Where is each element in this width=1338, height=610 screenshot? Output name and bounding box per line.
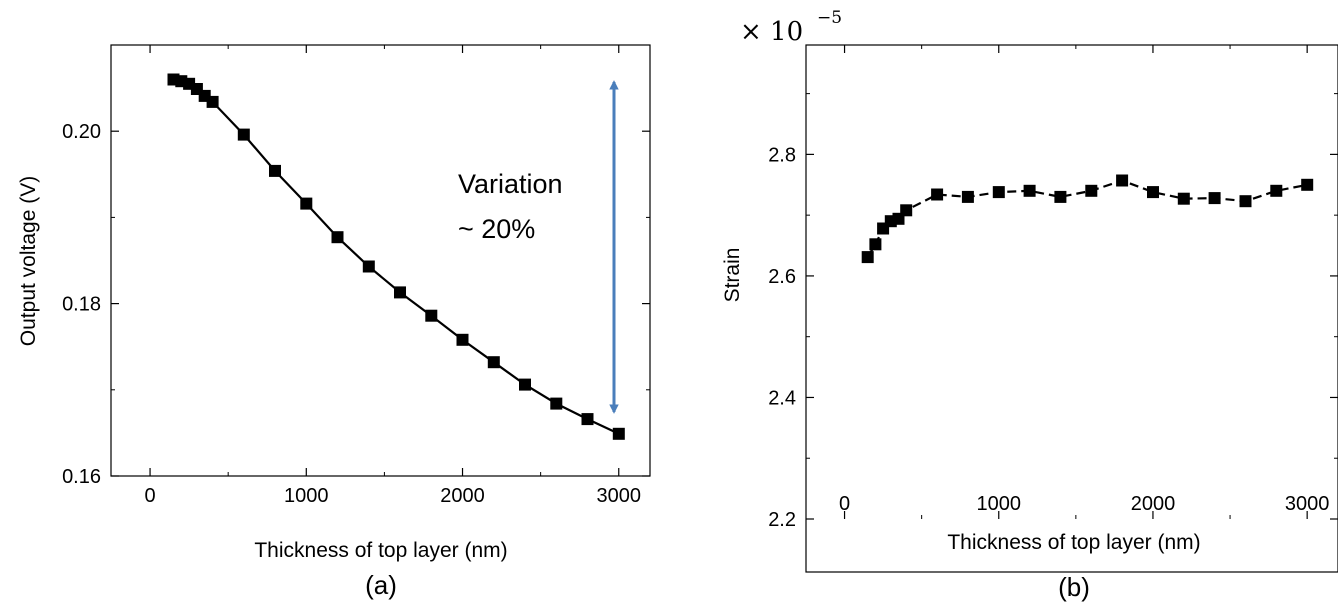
caption-a: (a) bbox=[365, 570, 397, 600]
y-axis-label-a: Output voltage (V) bbox=[17, 176, 40, 346]
data-point bbox=[869, 238, 882, 251]
data-point bbox=[992, 186, 1005, 199]
x-axis-label-a: Thickness of top layer (nm) bbox=[254, 539, 507, 562]
annotation-line1: Variation bbox=[458, 169, 563, 199]
data-point bbox=[237, 128, 250, 141]
x-tick-label: 0 bbox=[839, 493, 850, 515]
y-tick-label: 2.6 bbox=[768, 266, 796, 288]
data-point bbox=[861, 251, 874, 264]
x-axis-label-b: Thickness of top layer (nm) bbox=[947, 531, 1200, 554]
tick-labels-a: 0 1000 2000 3000 0.16 0.18 0.20 bbox=[62, 121, 641, 507]
data-point bbox=[581, 413, 594, 426]
data-point bbox=[612, 427, 625, 440]
y-tick-label: 0.18 bbox=[62, 294, 101, 316]
x-tick-label: 1000 bbox=[977, 493, 1022, 515]
x-tick-label: 3000 bbox=[1285, 493, 1330, 515]
data-point bbox=[1208, 192, 1221, 205]
axis-ticks-b bbox=[806, 45, 1338, 520]
axis-multiplier-base: × 10 bbox=[740, 17, 803, 47]
chart-panel-b: 0 1000 2000 3000 2.2 2.4 2.6 2.8 × 10 −5 Strain… bbox=[721, 8, 1338, 602]
data-point bbox=[206, 95, 219, 108]
y-tick-label: 0.20 bbox=[62, 121, 101, 143]
plot-frame-a bbox=[110, 44, 651, 477]
data-point bbox=[425, 309, 438, 322]
data-point bbox=[300, 197, 313, 210]
y-tick-label: 2.8 bbox=[768, 144, 796, 166]
x-tick-label: 2000 bbox=[440, 485, 485, 507]
data-point bbox=[1085, 184, 1098, 197]
data-points-a bbox=[167, 73, 625, 440]
data-point bbox=[1023, 184, 1036, 197]
data-point bbox=[456, 333, 469, 346]
axis-multiplier-exponent: −5 bbox=[817, 8, 842, 28]
data-point bbox=[1054, 190, 1067, 203]
data-point bbox=[1147, 186, 1159, 199]
plot-frame-b bbox=[805, 44, 1338, 573]
x-tick-label: 2000 bbox=[1131, 493, 1176, 515]
data-point bbox=[331, 231, 344, 244]
caption-b: (b) bbox=[1058, 572, 1090, 602]
data-point bbox=[394, 286, 406, 299]
data-point bbox=[1239, 195, 1252, 208]
data-point bbox=[519, 378, 531, 391]
data-point bbox=[362, 260, 375, 273]
y-tick-label: 0.16 bbox=[62, 466, 101, 488]
x-tick-label: 3000 bbox=[597, 485, 642, 507]
data-point bbox=[931, 188, 944, 201]
y-tick-label: 2.2 bbox=[768, 509, 796, 531]
annotation-line2: ~ 20% bbox=[458, 214, 535, 244]
data-point bbox=[961, 190, 974, 203]
data-point bbox=[550, 397, 563, 410]
data-point bbox=[1270, 184, 1283, 197]
y-tick-label: 2.4 bbox=[768, 387, 796, 409]
data-point bbox=[1177, 192, 1190, 205]
data-point bbox=[900, 204, 913, 217]
data-point bbox=[1301, 178, 1314, 191]
data-point bbox=[269, 164, 281, 177]
y-axis-label-b: Strain bbox=[721, 248, 744, 303]
chart-panel-a: 0 1000 2000 3000 0.16 0.18 0.20 Variation ~ 20… bbox=[17, 44, 651, 600]
data-points-b bbox=[861, 174, 1314, 264]
tick-labels-b: 0 1000 2000 3000 2.2 2.4 2.6 2.8 bbox=[768, 144, 1329, 531]
axis-ticks-a bbox=[111, 45, 650, 477]
data-point bbox=[1116, 174, 1129, 187]
x-tick-label: 1000 bbox=[284, 485, 329, 507]
x-tick-label: 0 bbox=[144, 485, 155, 507]
data-point bbox=[487, 356, 500, 369]
